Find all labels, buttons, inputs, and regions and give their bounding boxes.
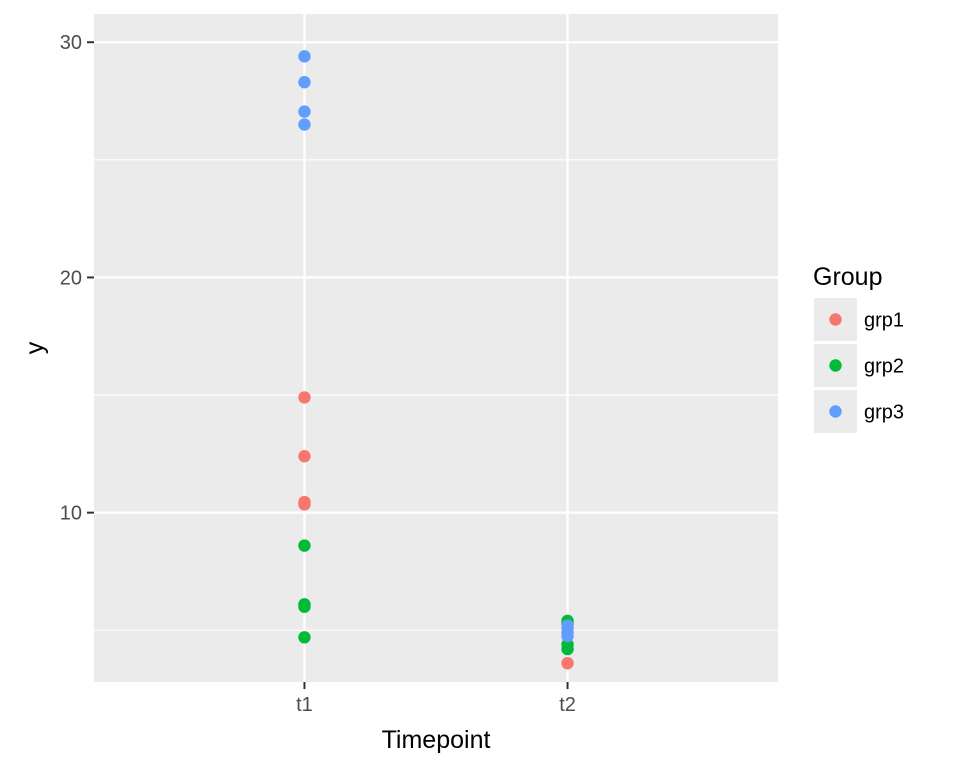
data-point-grp3 xyxy=(298,76,311,89)
legend-marker-grp3 xyxy=(829,405,842,418)
data-point-grp2 xyxy=(561,642,574,656)
data-point-grp2 xyxy=(298,600,311,613)
legend-title: Group xyxy=(813,263,882,291)
data-point-grp2 xyxy=(298,539,311,552)
x-axis-title: Timepoint xyxy=(382,726,491,754)
data-point-grp1 xyxy=(298,498,311,511)
legend-marker-grp2 xyxy=(829,359,842,372)
panel-background xyxy=(94,14,778,682)
legend-label-grp3: grp3 xyxy=(864,402,904,424)
x-tick-label: t1 xyxy=(296,694,313,716)
data-point-grp3 xyxy=(298,50,311,63)
data-point-grp3 xyxy=(561,629,574,643)
data-point-grp3 xyxy=(298,105,311,118)
data-point-grp1 xyxy=(561,656,574,670)
x-tick-label: t2 xyxy=(559,694,576,716)
legend-label-grp1: grp1 xyxy=(864,310,904,332)
y-axis-title: y xyxy=(21,341,49,354)
axes: 10 20 30 t1 t2 xyxy=(60,32,576,716)
legend-marker-grp1 xyxy=(829,313,842,326)
plot-panel xyxy=(94,14,778,682)
data-point-grp3 xyxy=(298,118,311,131)
data-point-grp2 xyxy=(298,631,311,644)
data-point-grp1 xyxy=(298,391,311,404)
data-points xyxy=(298,50,574,670)
legend: Group grp1 grp2 grp3 xyxy=(813,263,904,433)
data-point-grp1 xyxy=(298,449,311,463)
y-tick-label: 20 xyxy=(60,267,82,289)
legend-label-grp2: grp2 xyxy=(864,356,904,378)
y-tick-label: 30 xyxy=(60,32,82,54)
y-tick-label: 10 xyxy=(60,503,82,525)
